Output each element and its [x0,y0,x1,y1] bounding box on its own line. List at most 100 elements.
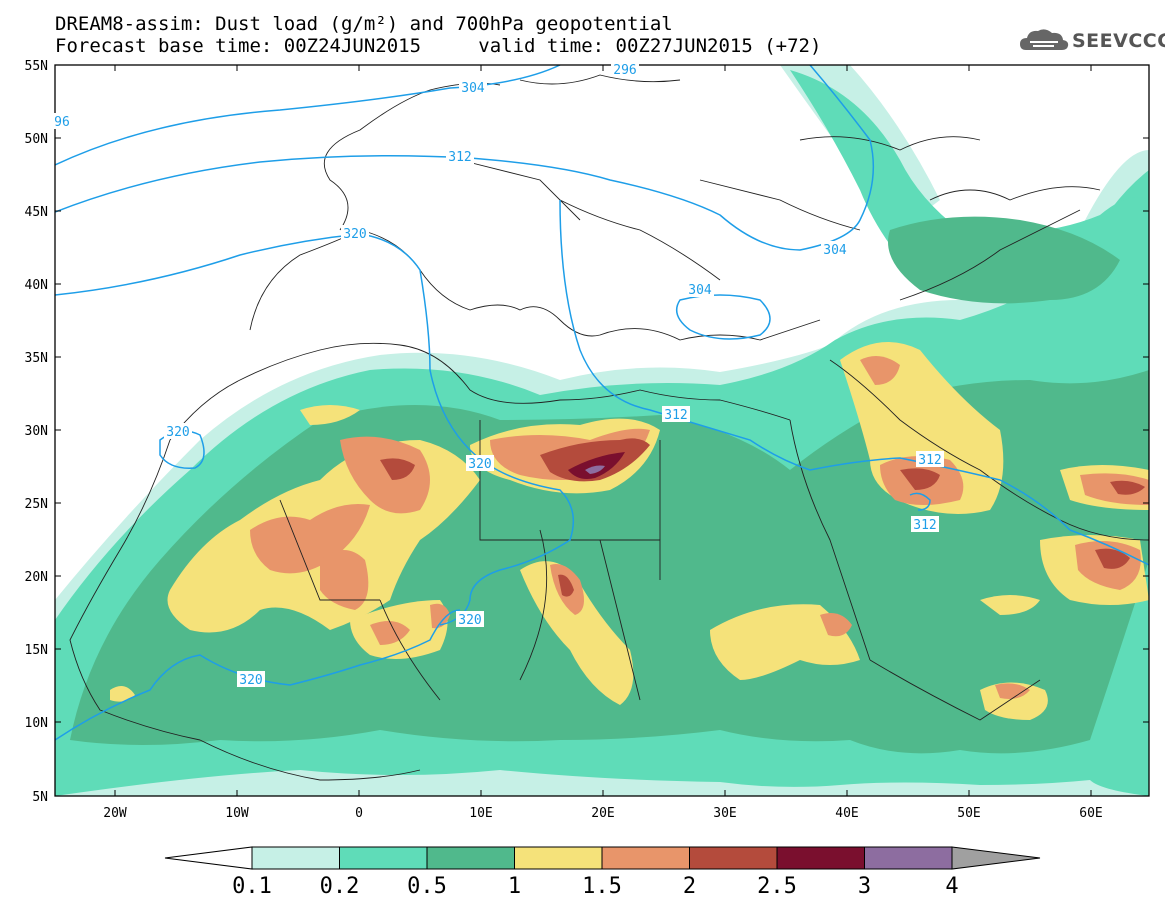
coastline [519,529,548,681]
colorbar-bin [601,846,690,870]
contour-label: 312 [448,150,471,165]
lat-label: 10N [25,716,48,731]
colorbar-label: 0.2 [320,874,360,899]
dust-region [430,603,450,629]
coastline [929,186,1101,201]
geopotential-contour [55,233,575,626]
contour-label: 320 [166,425,189,440]
lat-label: 30N [25,424,48,439]
colorbar-label: 0.1 [232,874,272,899]
coastline [279,499,380,601]
contour-label-bg [459,79,487,95]
contour-label-bg [52,113,72,129]
lon-label: 60E [1079,806,1102,821]
logo-text: SEEVCCC [1072,30,1165,52]
dust-region [820,612,852,637]
lat-label: 45N [25,205,48,220]
colorbar-label: 1 [508,874,521,899]
dust-region [900,468,940,490]
contour-label: 312 [913,518,936,533]
coastline [899,209,1081,301]
coastline [559,199,721,281]
dust-region [1110,480,1145,495]
contour-label-bg [446,148,474,164]
lat-label: 55N [25,59,48,74]
lat-label: 35N [25,351,48,366]
contour-label-bg [237,671,265,687]
lon-label: 30E [713,806,736,821]
lat-label: 15N [25,643,48,658]
contour-label-bg [466,455,494,471]
colorbar-bin [251,846,340,870]
coastline [829,359,1149,541]
contour-label: 296 [613,63,636,78]
lon-label: 20E [591,806,614,821]
colorbar-min-arrow [164,846,253,870]
colorbar-max-arrow [951,846,1041,870]
coastline [69,439,421,781]
contour-label: 304 [688,283,712,298]
dust-region [1080,473,1149,505]
lon-label: 50E [957,806,980,821]
geopotential-contour [675,294,771,340]
contour-label-bg [686,281,714,297]
dust-region [320,550,369,610]
contour-label: 96 [54,115,70,130]
dust-field [55,65,1149,796]
colorbar-label: 0.5 [407,874,447,899]
colorbar-label: 2 [683,874,696,899]
coastline [699,179,861,231]
contour-label-bg [821,241,849,257]
contour-label: 312 [918,453,941,468]
contour-label: 320 [468,457,491,472]
lat-label: 5N [32,790,48,805]
geopotential-contour [909,492,931,511]
lon-label: 40E [835,806,858,821]
dust-region [568,452,625,479]
colorbar-bin [864,846,953,870]
coastline [599,539,641,701]
contour-label-bg [611,61,639,77]
coastline [249,229,821,341]
contour-label-bg [456,611,484,627]
dust-region [300,405,360,425]
seevccc-logo: SEEVCCC [1018,26,1165,56]
contour-label-bg [341,225,369,241]
valid-time: valid time: 00Z27JUN2015 (+72) [478,35,822,57]
coastline [799,136,981,151]
contour-label: 320 [239,673,262,688]
dust-region [585,465,605,474]
coastline [379,599,441,701]
colorbar-bin [689,846,778,870]
colorbar-label: 1.5 [582,874,622,899]
colorbar-label: 3 [858,874,871,899]
contour-label-bg [916,451,944,467]
cloud-icon [1020,29,1069,50]
dust-region [710,604,860,680]
dust-region [1095,548,1130,569]
dust-region [110,686,135,702]
colorbar-label: 4 [945,874,958,899]
base-time: Forecast base time: 00Z24JUN2015 [55,35,422,57]
colorbar-bin [426,846,515,870]
dust-region [860,356,900,385]
coastline [789,419,871,661]
coastline [519,74,681,85]
contour-label-bg [662,406,690,422]
contour-label: 320 [458,613,481,628]
contour-label-bg [911,516,939,532]
geopotential-contour [559,199,1149,566]
lon-label: 10E [469,806,492,821]
lon-label: 0 [355,806,363,821]
contour-label: 304 [461,81,485,96]
lon-label: 20W [103,806,127,821]
dust-region [558,574,574,597]
lat-label: 50N [25,132,48,147]
coastline [869,659,1041,721]
colorbar: 0.1 0.2 0.5 1 1.5 2 2.5 3 4 [164,846,1041,899]
lat-label: 25N [25,497,48,512]
contour-label-bg [164,423,192,439]
coastline [459,159,581,221]
coastline [169,342,791,441]
